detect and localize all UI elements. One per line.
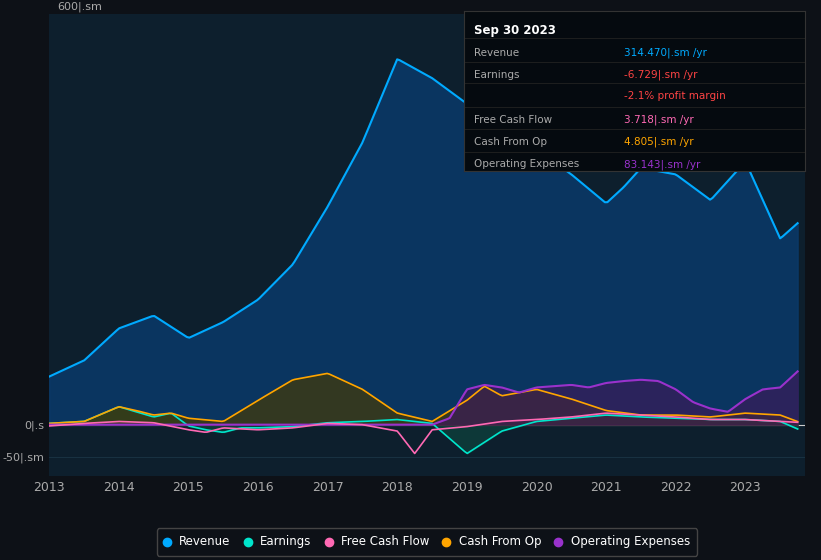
Text: -6.729|.sm /yr: -6.729|.sm /yr (624, 70, 698, 80)
Legend: Revenue, Earnings, Free Cash Flow, Cash From Op, Operating Expenses: Revenue, Earnings, Free Cash Flow, Cash … (157, 529, 697, 556)
Text: Operating Expenses: Operating Expenses (474, 160, 580, 170)
Text: Revenue: Revenue (474, 48, 519, 58)
Text: 83.143|.sm /yr: 83.143|.sm /yr (624, 159, 700, 170)
Text: Sep 30 2023: Sep 30 2023 (474, 24, 556, 37)
Text: Free Cash Flow: Free Cash Flow (474, 115, 553, 125)
Text: 4.805|.sm /yr: 4.805|.sm /yr (624, 137, 694, 147)
Text: -2.1% profit margin: -2.1% profit margin (624, 91, 726, 101)
Text: 600|.sm: 600|.sm (57, 1, 102, 12)
Text: 314.470|.sm /yr: 314.470|.sm /yr (624, 48, 707, 58)
Text: Earnings: Earnings (474, 70, 520, 80)
Text: 3.718|.sm /yr: 3.718|.sm /yr (624, 114, 694, 125)
Text: Cash From Op: Cash From Op (474, 137, 547, 147)
